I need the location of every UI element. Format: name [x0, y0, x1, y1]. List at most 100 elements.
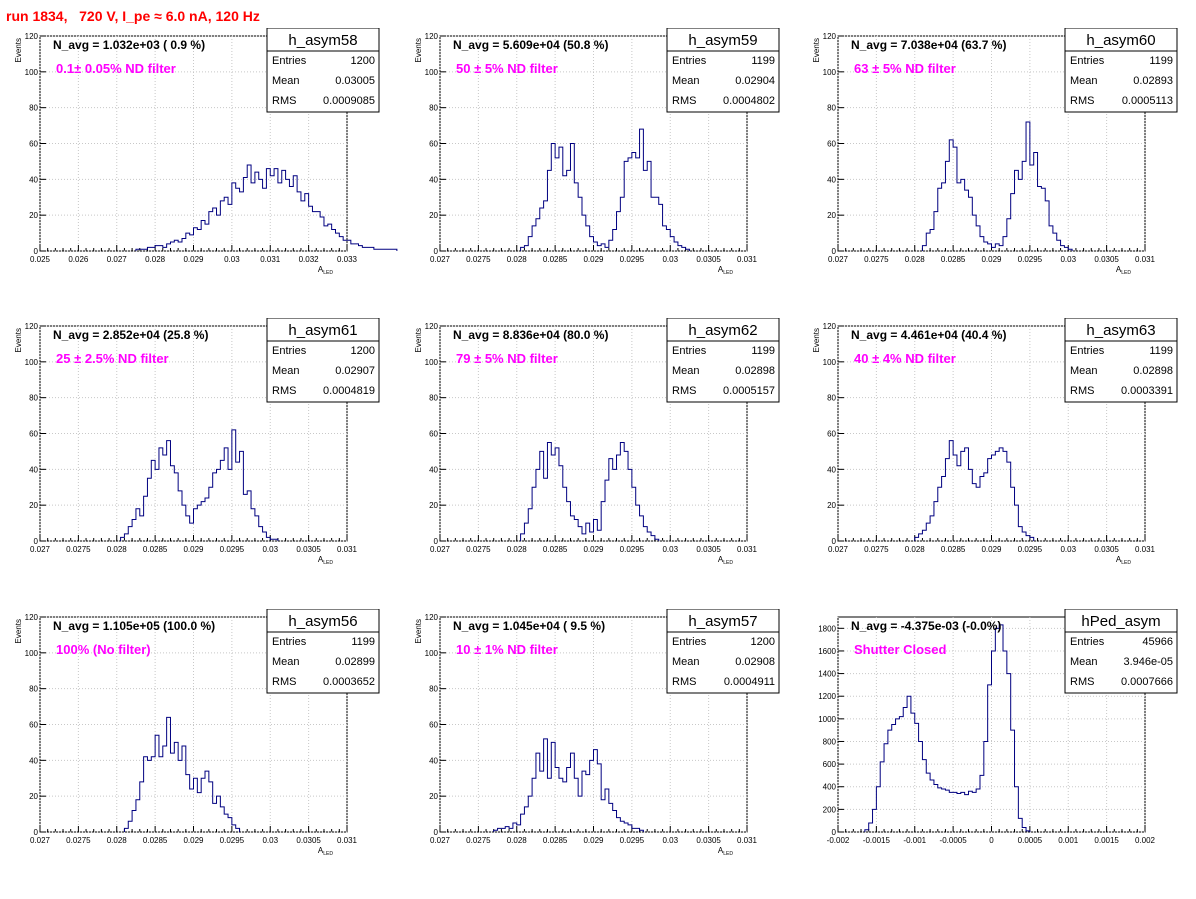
y-tick-label: 120 — [25, 322, 39, 331]
histogram-bin — [236, 188, 240, 251]
x-tick-label: 0.03 — [662, 255, 678, 264]
histogram-bin — [155, 735, 159, 832]
histogram-bin — [140, 249, 144, 251]
histogram-bin — [968, 469, 972, 541]
x-axis-title: ALED — [718, 265, 733, 276]
y-tick-label: 0 — [34, 537, 39, 546]
histogram-bin — [151, 460, 155, 541]
stat-value-entries: 1200 — [751, 636, 775, 648]
histogram-bin — [1003, 651, 1007, 832]
histogram-bin — [976, 487, 980, 541]
y-tick-label: 20 — [827, 501, 836, 510]
navg-label: N_avg = 7.038e+04 (63.7 %) — [851, 38, 1006, 52]
stat-key: Entries — [672, 636, 707, 648]
histogram-bin — [949, 792, 953, 832]
x-tick-label: 0.031 — [260, 255, 281, 264]
x-tick-label: 0.0275 — [864, 255, 889, 264]
histogram-bin — [228, 818, 232, 832]
x-tick-label: 0.0295 — [1018, 255, 1043, 264]
histogram-series — [864, 624, 1031, 832]
histogram-bin — [393, 249, 397, 251]
x-tick-label: 0.0305 — [696, 255, 721, 264]
navg-label: N_avg = 5.609e+04 (50.8 %) — [453, 38, 608, 52]
stat-value-entries: 45966 — [1142, 636, 1173, 648]
histogram-bin — [597, 530, 601, 541]
histogram-bin — [938, 487, 942, 541]
y-tick-label: 200 — [823, 805, 837, 814]
histogram-bin — [957, 466, 961, 541]
histogram-bin — [1003, 237, 1007, 251]
histogram-bin — [632, 828, 636, 832]
x-tick-label: -0.002 — [827, 836, 850, 845]
histogram-bin — [528, 509, 532, 541]
x-tick-label: 0.0285 — [543, 545, 568, 554]
x-tick-label: 0.0295 — [620, 545, 645, 554]
histogram-bin — [965, 795, 969, 832]
stat-value-rms: 0.0004819 — [323, 385, 375, 397]
histogram-bin — [247, 491, 251, 541]
stat-key: Entries — [1070, 55, 1105, 67]
y-tick-label: 120 — [25, 32, 39, 41]
x-tick-label: 0.029 — [183, 836, 204, 845]
y-tick-label: 1800 — [818, 624, 836, 633]
histogram-bin — [942, 183, 946, 251]
x-tick-label: 0.027 — [828, 545, 849, 554]
histogram-bin — [609, 240, 613, 251]
x-tick-label: 0.031 — [737, 255, 758, 264]
histogram-bin — [949, 441, 953, 541]
histogram-bin — [563, 176, 567, 251]
x-tick-label: 0.027 — [430, 255, 451, 264]
histogram-bin — [121, 537, 125, 541]
histogram-bin — [919, 741, 923, 832]
histogram-bin — [140, 782, 144, 832]
x-axis-title: ALED — [318, 265, 333, 276]
x-tick-label: 0.03 — [662, 545, 678, 554]
histogram-bin — [942, 477, 946, 542]
histogram-bin — [559, 466, 563, 541]
histogram-series — [921, 121, 1073, 251]
x-tick-label: 0.0305 — [696, 545, 721, 554]
x-tick-label: 0.028 — [905, 255, 926, 264]
stat-value-rms: 0.0007666 — [1121, 676, 1173, 688]
stat-value-mean: 0.02908 — [735, 656, 775, 668]
stat-key: Mean — [1070, 656, 1098, 668]
filter-label: 50 ± 5% ND filter — [456, 61, 558, 76]
histogram-bin — [351, 244, 355, 251]
y-axis-title: Events — [14, 38, 23, 62]
stat-key: Mean — [272, 656, 300, 668]
x-tick-label: 0.028 — [107, 836, 128, 845]
histogram-panel-h_asym58: 0.025 0.026 0.027 0.028 0.029 0.03 0.031 0.032 0… — [14, 28, 398, 276]
y-tick-label: 80 — [29, 394, 38, 403]
navg-label: N_avg = 8.836e+04 (80.0 %) — [453, 328, 608, 342]
histogram-bin — [640, 129, 644, 251]
histogram-bin — [124, 828, 128, 832]
histogram-bin — [278, 183, 282, 251]
histogram-panel-h_asym62: 0.027 0.0275 0.028 0.0285 0.029 0.0295 0.03 0.0… — [414, 318, 780, 566]
stats-box — [1064, 50, 1178, 113]
y-tick-label: 60 — [827, 140, 836, 149]
histogram-bin — [559, 778, 563, 832]
y-tick-label: 80 — [429, 104, 438, 113]
histogram-series — [914, 440, 1035, 541]
histogram-bin — [590, 532, 594, 541]
histogram-bin — [1007, 462, 1011, 541]
histogram-bin — [128, 527, 132, 541]
x-tick-label: 0.03 — [262, 545, 278, 554]
histogram-bin — [1038, 187, 1042, 252]
histogram-bin — [213, 473, 217, 541]
histogram-bin — [899, 717, 903, 832]
histogram-bin — [170, 466, 174, 541]
histogram-bin — [147, 760, 151, 832]
histogram-bin — [880, 762, 884, 832]
histogram-bin — [263, 532, 267, 541]
stat-value-entries: 1199 — [1149, 55, 1173, 67]
x-tick-label: 0 — [989, 836, 994, 845]
histogram-bin — [197, 793, 201, 832]
stat-value-entries: 1199 — [351, 636, 375, 648]
histogram-panel-h_asym56: 0.027 0.0275 0.028 0.0285 0.029 0.0295 0.03 0.0… — [14, 609, 380, 857]
y-tick-label: 20 — [29, 501, 38, 510]
y-tick-label: 80 — [429, 685, 438, 694]
histogram-bin — [228, 204, 232, 251]
histogram-bin — [636, 828, 640, 832]
histogram-bin — [938, 788, 942, 832]
